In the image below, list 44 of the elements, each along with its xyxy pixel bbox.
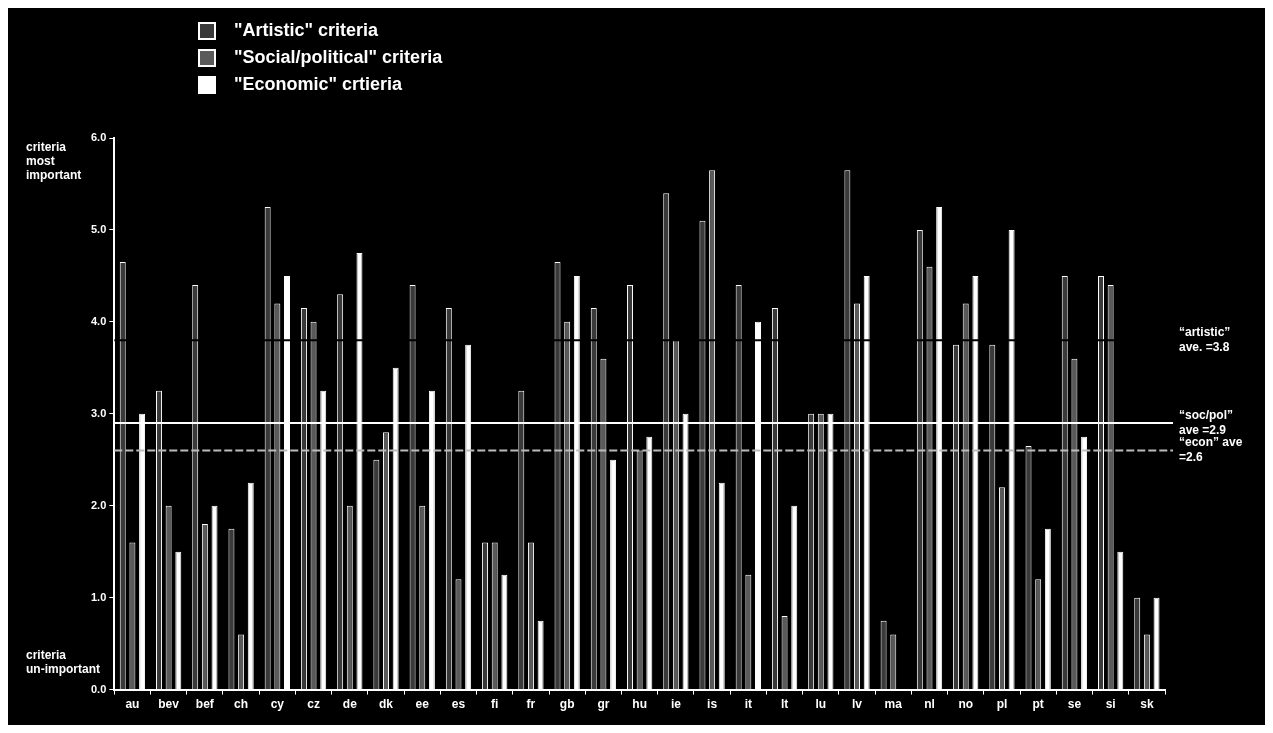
x-tick-label: fr (526, 697, 536, 712)
x-tick-label: gr (597, 697, 610, 712)
y-tick-label: 0.0 (90, 682, 107, 695)
legend-label: "Artistic" criteria (234, 20, 379, 41)
x-tick-label: es (451, 697, 466, 712)
x-tick-label: cy (270, 697, 285, 712)
legend-label: "Economic" crtieria (234, 74, 403, 95)
x-tick-label: is (707, 697, 718, 712)
x-tick-label: ie (670, 697, 682, 712)
x-tick-label: lu (815, 697, 827, 712)
x-tick-label: ch (234, 697, 249, 712)
x-tick-label: de (342, 697, 358, 712)
x-tick-label: pt (1032, 697, 1044, 712)
ref-line-label: “econ” ave =2.6 (1179, 435, 1243, 465)
x-tick-label: hu (632, 697, 647, 712)
x-tick-label: lv (852, 697, 863, 712)
y-tick-label: 3.0 (90, 406, 107, 419)
x-tick-label: bef (195, 697, 215, 712)
x-tick-label: it (744, 697, 753, 712)
x-tick-label: gb (559, 697, 575, 712)
x-tick-label: no (958, 697, 974, 712)
text: criteria most important (26, 140, 82, 183)
x-tick-label: dk (379, 697, 394, 712)
x-tick-label: ma (884, 697, 903, 712)
x-tick-label: si (1105, 697, 1116, 712)
ref-line-label: “soc/pol” ave =2.9 (1179, 407, 1234, 437)
y-tick-label: 5.0 (90, 222, 107, 235)
x-tick-label: sk (1140, 697, 1154, 712)
y-tick-label: 2.0 (90, 498, 107, 511)
x-tick-label: nl (924, 697, 935, 712)
x-tick-label: pl (996, 697, 1008, 712)
x-tick-label: se (1067, 697, 1082, 712)
ref-line-label: “artistic” ave. =3.8 (1179, 325, 1231, 355)
x-tick-label: cz (307, 697, 320, 712)
x-tick-label: au (125, 697, 140, 712)
y-tick-label: 4.0 (90, 314, 107, 327)
text: criteria un-important (26, 647, 100, 676)
legend-label: "Social/political" criteria (234, 47, 443, 68)
x-tick-label: lt (780, 697, 789, 712)
y-tick-label: 1.0 (90, 590, 107, 603)
x-tick-label: ee (415, 697, 430, 712)
x-tick-label: fi (491, 697, 499, 712)
y-tick-label: 6.0 (90, 131, 107, 144)
x-tick-label: bev (158, 697, 180, 712)
